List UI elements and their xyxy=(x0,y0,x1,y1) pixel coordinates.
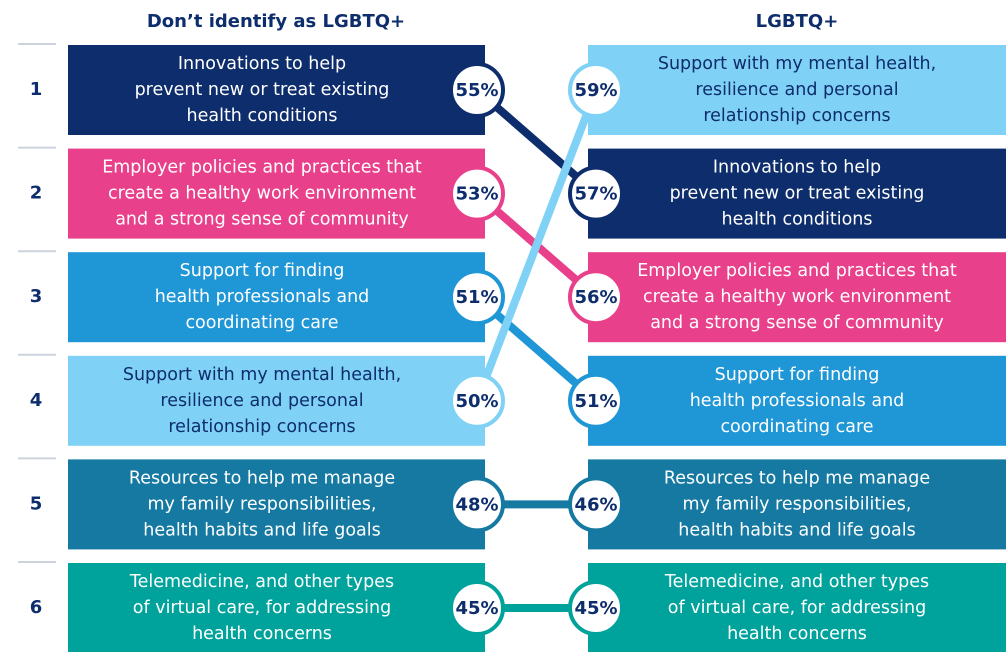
left-value: 45% xyxy=(455,598,498,619)
left-box xyxy=(68,355,485,446)
right-value-circle xyxy=(568,269,624,326)
left-label-line: coordinating care xyxy=(185,313,338,333)
rank-number: 3 xyxy=(30,286,43,307)
right-label-line: Support with my mental health, xyxy=(658,54,936,74)
right-value: 57% xyxy=(574,184,617,205)
right-value-circle xyxy=(568,476,624,533)
left-value-circle xyxy=(449,476,505,533)
left-value: 55% xyxy=(455,80,498,101)
right-label-line: Innovations to help xyxy=(713,158,881,178)
right-label-line: my family responsibilities, xyxy=(683,494,912,514)
left-value: 53% xyxy=(455,184,498,205)
right-label-line: and a strong sense of community xyxy=(650,313,944,333)
right-value: 46% xyxy=(574,494,617,515)
right-value-circle xyxy=(568,62,624,118)
left-box xyxy=(68,45,485,135)
left-label-line: Employer policies and practices that xyxy=(102,158,422,178)
right-value: 45% xyxy=(574,598,617,619)
right-label-line: Support for finding xyxy=(715,365,880,385)
right-value: 59% xyxy=(574,80,617,101)
right-value-circle xyxy=(568,372,624,429)
rank-number: 2 xyxy=(30,183,43,204)
left-label-line: my family responsibilities, xyxy=(148,494,377,514)
connector xyxy=(473,88,600,403)
left-label-line: health concerns xyxy=(192,624,332,644)
right-label-line: resilience and personal xyxy=(695,80,898,100)
right-label-line: health habits and life goals xyxy=(678,520,916,540)
right-box xyxy=(588,563,1006,652)
left-value: 50% xyxy=(455,391,498,412)
right-box xyxy=(588,45,1006,135)
left-box xyxy=(68,563,485,652)
right-label-line: health conditions xyxy=(722,210,873,230)
right-label-line: Telemedicine, and other types xyxy=(664,572,929,592)
right-label-line: health concerns xyxy=(727,624,867,644)
right-label-line: relationship concerns xyxy=(703,106,890,126)
left-value-circle xyxy=(449,62,505,118)
right-box xyxy=(588,148,1006,239)
right-header: LGBTQ+ xyxy=(756,11,839,32)
left-box xyxy=(68,459,485,550)
right-value: 56% xyxy=(574,287,617,308)
left-box xyxy=(68,252,485,343)
left-label-line: prevent new or treat existing xyxy=(135,80,390,100)
left-label-line: health professionals and xyxy=(155,287,370,307)
right-label-line: prevent new or treat existing xyxy=(670,184,925,204)
right-label-line: of virtual care, for addressing xyxy=(668,598,926,618)
right-label-line: Employer policies and practices that xyxy=(637,261,957,281)
left-label-line: Innovations to help xyxy=(178,54,346,74)
right-box xyxy=(588,355,1006,446)
right-box xyxy=(588,459,1006,550)
left-value-circle xyxy=(449,165,505,222)
left-label-line: Resources to help me manage xyxy=(129,468,395,488)
left-label-line: relationship concerns xyxy=(168,417,355,437)
rank-number: 6 xyxy=(30,597,43,618)
left-value-circle xyxy=(449,580,505,636)
left-label-line: create a healthy work environment xyxy=(108,184,416,204)
right-value-circle xyxy=(568,580,624,636)
rank-number: 1 xyxy=(30,79,43,100)
right-value: 51% xyxy=(574,391,617,412)
right-value-circle xyxy=(568,165,624,222)
left-value-circle xyxy=(449,269,505,326)
left-label-line: health conditions xyxy=(187,106,338,126)
left-label-line: resilience and personal xyxy=(160,391,363,411)
left-label-line: Support for finding xyxy=(180,261,345,281)
right-label-line: Resources to help me manage xyxy=(664,468,930,488)
left-label-line: and a strong sense of community xyxy=(115,210,409,230)
rank-number: 4 xyxy=(30,390,43,411)
right-box xyxy=(588,252,1006,343)
left-box xyxy=(68,148,485,239)
left-label-line: of virtual care, for addressing xyxy=(133,598,391,618)
left-value-circle xyxy=(449,372,505,429)
left-header: Don’t identify as LGBTQ+ xyxy=(147,11,405,32)
right-label-line: create a healthy work environment xyxy=(643,287,951,307)
right-label-line: coordinating care xyxy=(720,417,873,437)
left-label-line: Telemedicine, and other types xyxy=(129,572,394,592)
left-value: 48% xyxy=(455,494,498,515)
left-value: 51% xyxy=(455,287,498,308)
left-label-line: health habits and life goals xyxy=(143,520,381,540)
left-label-line: Support with my mental health, xyxy=(123,365,401,385)
rank-number: 5 xyxy=(30,493,43,514)
right-label-line: health professionals and xyxy=(690,391,905,411)
